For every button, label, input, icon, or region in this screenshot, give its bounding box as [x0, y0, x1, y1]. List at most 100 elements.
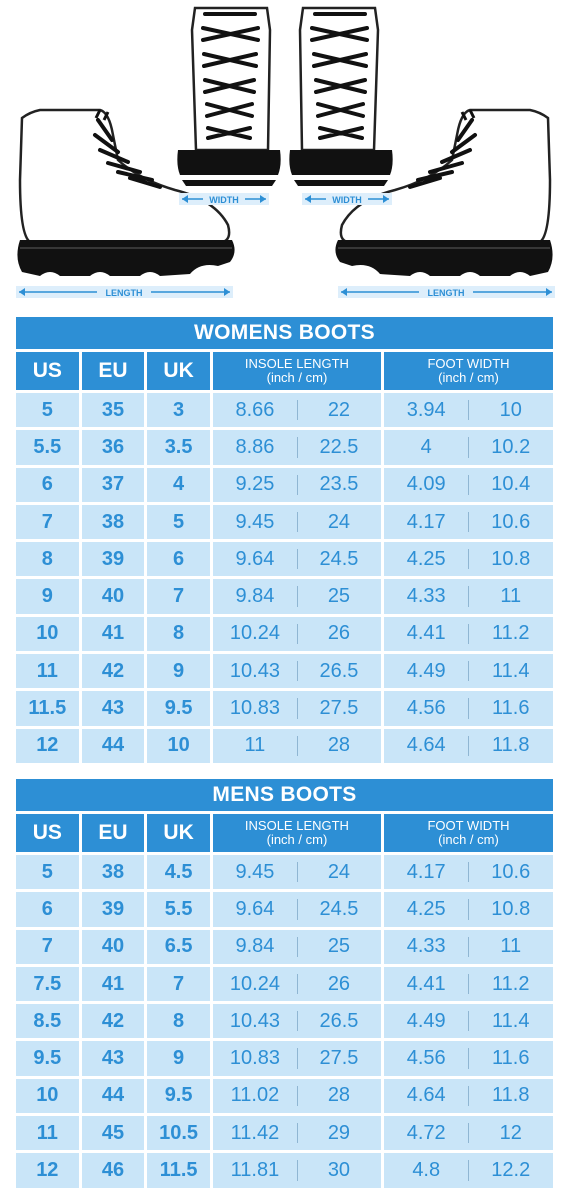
cell-insole: 11 28	[212, 728, 381, 763]
cell-insole: 10.43 26.5	[212, 654, 381, 689]
foot-header-units: (inch / cm)	[438, 832, 499, 847]
cell-insole-cm: 24	[327, 860, 351, 883]
cell-foot-width-inch: 4.09	[406, 473, 446, 496]
col-header-us: US	[16, 352, 79, 390]
cell-foot-width: 4.25 10.8	[383, 542, 553, 577]
cell-foot-width-cm: 10.8	[491, 897, 531, 920]
table-row: 12 44 10 11 28 4.64 11.8	[16, 728, 553, 763]
cell-us: 6	[16, 892, 79, 927]
cell-insole-cm: 23.5	[319, 473, 359, 496]
cell-insole-cm: 22	[327, 398, 351, 421]
cell-us: 5.5	[16, 430, 79, 465]
cell-uk: 3.5	[147, 430, 210, 465]
width-label-left: WIDTH	[209, 195, 239, 205]
table-row: 12 46 11.5 11.81 30 4.8 12.2	[16, 1153, 553, 1188]
cell-insole-inch: 10.43	[229, 659, 280, 682]
cell-foot-width-inch: 4.17	[406, 510, 446, 533]
cell-uk: 9.5	[147, 691, 210, 726]
boot-illustration: WIDTH WIDTH LENGTH LENGTH	[15, 6, 555, 298]
table-row: 9 40 7 9.84 25 4.33 11	[16, 579, 553, 614]
cell-us: 5	[16, 393, 79, 428]
womens-table-title: WOMENS BOOTS	[16, 317, 553, 349]
table-row: 11 42 9 10.43 26.5 4.49 11.4	[16, 654, 553, 689]
cell-insole-cm: 24.5	[319, 547, 359, 570]
cell-foot-width-inch: 3.94	[406, 398, 446, 421]
insole-header-units: (inch / cm)	[266, 832, 328, 847]
table-row: 11.5 43 9.5 10.83 27.5 4.56 11.6	[16, 691, 553, 726]
cell-foot-width: 4.41 11.2	[383, 616, 553, 652]
cell-insole-inch: 10.83	[229, 697, 280, 720]
cell-us: 11	[16, 1116, 79, 1151]
cell-foot-width-cm: 11.4	[492, 659, 530, 682]
cell-insole-cm: 27.5	[319, 1047, 359, 1070]
cell-foot-width: 4.56 11.6	[383, 691, 553, 726]
cell-us: 8.5	[16, 1004, 79, 1039]
cell-uk: 8	[147, 616, 210, 652]
cell-eu: 42	[81, 1004, 145, 1039]
cell-us: 12	[16, 728, 79, 763]
cell-foot-width: 4.64 11.8	[383, 1078, 553, 1114]
cell-foot-width: 4.17 10.6	[383, 855, 553, 890]
cell-foot-width-inch: 4.56	[406, 697, 446, 720]
cell-insole-inch: 11	[244, 734, 266, 757]
cell-insole-inch: 9.45	[235, 860, 275, 883]
cell-foot-width-inch: 4.25	[406, 897, 446, 920]
cell-foot-width-cm: 12.2	[491, 1159, 531, 1182]
womens-size-table: WOMENS BOOTS US EU UK INSOLE LENGTH (inc…	[16, 317, 553, 763]
table-row: 11 45 10.5 11.42 29 4.72 12	[16, 1116, 553, 1151]
cell-eu: 44	[81, 1078, 145, 1114]
cell-insole: 10.83 27.5	[212, 1041, 381, 1076]
length-label-left: LENGTH	[106, 288, 143, 298]
cell-foot-width-inch: 4.17	[406, 860, 446, 883]
cell-eu: 45	[81, 1116, 145, 1151]
cell-foot-width-cm: 11.2	[492, 622, 530, 645]
col-header-insole: INSOLE LENGTH (inch / cm)	[212, 352, 381, 390]
col-header-uk: UK	[147, 352, 210, 390]
foot-header-units: (inch / cm)	[438, 370, 499, 385]
cell-uk: 9	[147, 654, 210, 689]
cell-insole-cm: 28	[327, 1084, 351, 1107]
col-header-eu: EU	[81, 814, 145, 852]
cell-foot-width: 4.33 11	[383, 929, 553, 964]
mens-header-row: US EU UK INSOLE LENGTH (inch / cm) FOOT …	[16, 814, 553, 852]
cell-us: 9.5	[16, 1041, 79, 1076]
cell-insole-inch: 10.43	[229, 1009, 280, 1032]
cell-insole: 9.64 24.5	[212, 542, 381, 577]
cell-eu: 41	[81, 966, 145, 1002]
cell-foot-width-inch: 4.8	[412, 1159, 441, 1182]
cell-foot-width-inch: 4.41	[406, 622, 446, 645]
table-row: 7.5 41 7 10.24 26 4.41 11.2	[16, 966, 553, 1002]
cell-eu: 44	[81, 728, 145, 763]
cell-insole-inch: 10.83	[229, 1047, 280, 1070]
insole-header-units: (inch / cm)	[266, 370, 328, 385]
cell-foot-width-inch: 4.64	[406, 1084, 446, 1107]
cell-uk: 4	[147, 467, 210, 502]
insole-header-label: INSOLE LENGTH	[244, 356, 349, 371]
table-row: 10 41 8 10.24 26 4.41 11.2	[16, 616, 553, 652]
cell-uk: 9.5	[147, 1078, 210, 1114]
cell-insole-cm: 26	[327, 622, 351, 645]
cell-eu: 38	[81, 504, 145, 540]
col-header-foot-width: FOOT WIDTH (inch / cm)	[383, 352, 553, 390]
cell-foot-width-cm: 11	[500, 585, 522, 608]
cell-us: 9	[16, 579, 79, 614]
cell-insole-cm: 24	[327, 510, 351, 533]
cell-insole: 9.84 25	[212, 929, 381, 964]
cell-foot-width: 4.25 10.8	[383, 892, 553, 927]
cell-foot-width-cm: 11	[500, 935, 522, 958]
cell-us: 11	[16, 654, 79, 689]
cell-foot-width: 4.41 11.2	[383, 966, 553, 1002]
cell-foot-width: 4.33 11	[383, 579, 553, 614]
cell-us: 5	[16, 855, 79, 890]
width-label-right: WIDTH	[332, 195, 362, 205]
cell-insole-cm: 25	[327, 585, 351, 608]
cell-eu: 37	[81, 467, 145, 502]
cell-foot-width-cm: 10.4	[491, 473, 531, 496]
cell-uk: 4.5	[147, 855, 210, 890]
cell-insole: 8.66 22	[212, 393, 381, 428]
cell-us: 7	[16, 504, 79, 540]
col-header-eu: EU	[81, 352, 145, 390]
cell-foot-width-inch: 4.56	[406, 1047, 446, 1070]
cell-foot-width-inch: 4.33	[406, 935, 446, 958]
cell-foot-width-cm: 11.6	[492, 697, 530, 720]
